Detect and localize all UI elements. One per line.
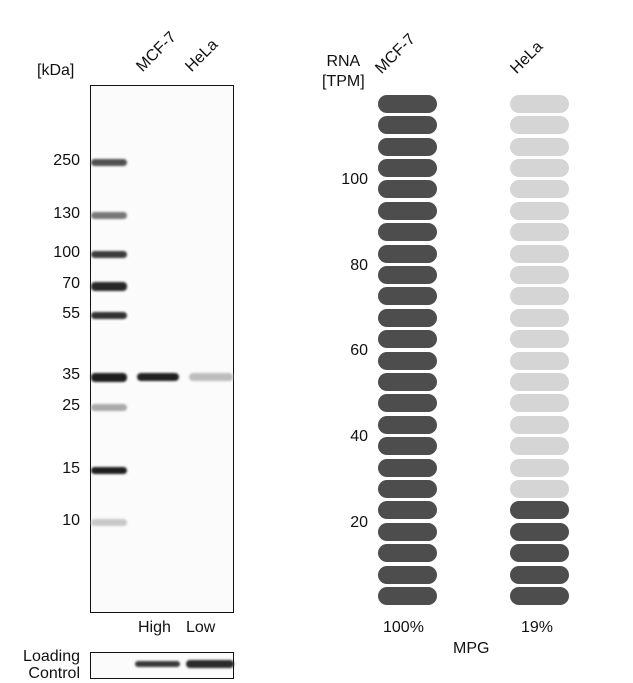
percent-mcf7: 100% bbox=[383, 619, 424, 636]
rna-level-pill bbox=[378, 287, 437, 306]
rna-level-pill bbox=[510, 394, 569, 413]
loading-control-blot bbox=[90, 652, 234, 679]
rna-level-pill bbox=[510, 137, 569, 156]
rna-level-pill bbox=[510, 501, 569, 520]
band-35kda-mcf7 bbox=[137, 373, 179, 381]
rna-label-mcf7: MCF-7 bbox=[372, 30, 419, 78]
loading-control-line1: Loading bbox=[23, 648, 80, 665]
marker-label: 25 bbox=[62, 397, 80, 414]
ladder-band bbox=[91, 282, 127, 291]
rna-level-pill bbox=[510, 415, 569, 434]
marker-label: 250 bbox=[53, 152, 80, 169]
rna-level-pill bbox=[378, 266, 437, 284]
marker-label: 35 bbox=[62, 366, 80, 383]
percent-hela: 19% bbox=[521, 619, 554, 636]
loading-control-label: Loading Control bbox=[16, 648, 80, 682]
ladder-band bbox=[91, 467, 127, 474]
ladder-band bbox=[91, 312, 127, 319]
rna-level-pill bbox=[510, 480, 569, 498]
rna-level-pill bbox=[510, 159, 569, 177]
loading-control-line2: Control bbox=[28, 665, 80, 682]
rna-level-pill bbox=[378, 415, 437, 434]
rna-tick-label: 20 bbox=[350, 514, 368, 531]
ladder-band bbox=[91, 251, 127, 258]
rna-level-pill bbox=[378, 587, 437, 605]
rna-level-pill bbox=[510, 244, 569, 263]
rna-level-pill bbox=[378, 137, 437, 156]
rna-level-pill bbox=[510, 351, 569, 370]
ladder-band bbox=[91, 519, 127, 526]
rna-level-pill bbox=[510, 266, 569, 284]
rna-axis-line2: [TPM] bbox=[322, 73, 365, 90]
rna-level-pill bbox=[378, 244, 437, 263]
rna-level-pill bbox=[510, 223, 569, 242]
rna-level-pill bbox=[510, 287, 569, 306]
rna-level-pill bbox=[378, 501, 437, 520]
rna-level-pill bbox=[510, 308, 569, 327]
kda-label: [kDa] bbox=[37, 62, 75, 79]
marker-label: 100 bbox=[53, 244, 80, 261]
marker-label: 70 bbox=[62, 275, 80, 292]
rna-level-pill bbox=[510, 373, 569, 391]
lane-label-mcf7: MCF-7 bbox=[133, 28, 180, 76]
rna-level-pill bbox=[378, 544, 437, 563]
rna-level-pill bbox=[510, 565, 569, 584]
loading-band-hela bbox=[186, 660, 234, 668]
ladder-band bbox=[91, 404, 127, 411]
rna-level-pill bbox=[378, 480, 437, 498]
rna-level-pill bbox=[510, 437, 569, 456]
rna-level-pill bbox=[378, 373, 437, 391]
rna-level-pill bbox=[510, 116, 569, 135]
western-blot-image bbox=[90, 85, 234, 613]
rna-level-pill bbox=[378, 94, 437, 113]
lane-label-hela: HeLa bbox=[182, 36, 222, 76]
rna-level-pill bbox=[378, 201, 437, 220]
marker-label: 15 bbox=[62, 460, 80, 477]
rna-axis-line1: RNA bbox=[326, 53, 361, 70]
loading-band-mcf7 bbox=[135, 661, 180, 667]
marker-label: 55 bbox=[62, 305, 80, 322]
rna-tick-label: 80 bbox=[350, 257, 368, 274]
marker-label: 10 bbox=[62, 512, 80, 529]
rna-level-pill bbox=[378, 458, 437, 477]
ladder-band bbox=[91, 373, 127, 382]
rna-level-pill bbox=[510, 544, 569, 563]
marker-label: 130 bbox=[53, 205, 80, 222]
rna-level-pill bbox=[510, 201, 569, 220]
expression-low: Low bbox=[186, 619, 216, 636]
rna-level-pill bbox=[378, 330, 437, 349]
rna-tick-label: 40 bbox=[350, 428, 368, 445]
rna-level-pill bbox=[378, 180, 437, 199]
rna-level-pill bbox=[378, 308, 437, 327]
rna-axis-label: RNA [TPM] bbox=[322, 52, 365, 92]
expression-high: High bbox=[138, 619, 171, 636]
rna-level-pill bbox=[378, 565, 437, 584]
rna-level-pill bbox=[378, 351, 437, 370]
rna-level-pill bbox=[510, 180, 569, 199]
rna-label-hela: HeLa bbox=[507, 38, 547, 78]
rna-level-pill bbox=[510, 587, 569, 605]
rna-tick-label: 60 bbox=[350, 342, 368, 359]
rna-level-pill bbox=[378, 522, 437, 541]
rna-level-pill bbox=[510, 458, 569, 477]
ladder-band bbox=[91, 159, 127, 166]
rna-tick-label: 100 bbox=[341, 171, 368, 188]
rna-level-pill bbox=[378, 437, 437, 456]
rna-level-pill bbox=[378, 159, 437, 177]
ladder-band bbox=[91, 212, 127, 219]
rna-level-pill bbox=[510, 522, 569, 541]
band-35kda-hela bbox=[189, 373, 233, 381]
mpg-label: MPG bbox=[453, 640, 490, 657]
rna-level-pill bbox=[510, 330, 569, 349]
rna-level-pill bbox=[378, 116, 437, 135]
rna-level-pill bbox=[378, 394, 437, 413]
rna-level-pill bbox=[378, 223, 437, 242]
rna-level-pill bbox=[510, 94, 569, 113]
